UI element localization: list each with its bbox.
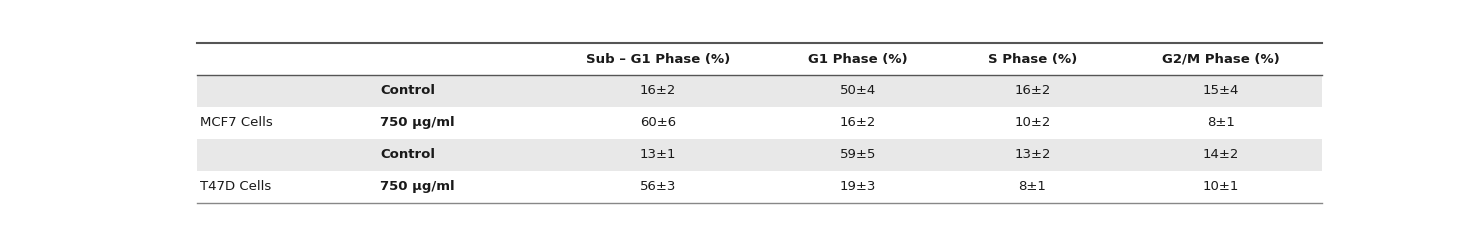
Bar (197, 139, 1322, 171)
Text: 13±1: 13±1 (640, 148, 676, 161)
Text: Sub – G1 Phase (%): Sub – G1 Phase (%) (585, 53, 731, 65)
Text: MCF7 Cells: MCF7 Cells (200, 116, 273, 129)
Text: 8±1: 8±1 (1018, 180, 1046, 193)
Text: T47D Cells: T47D Cells (200, 180, 271, 193)
Text: 50±4: 50±4 (840, 84, 876, 97)
Text: 19±3: 19±3 (840, 180, 876, 193)
Text: 13±2: 13±2 (1014, 148, 1051, 161)
Text: Control: Control (381, 148, 436, 161)
Text: 16±2: 16±2 (840, 116, 876, 129)
Text: 10±1: 10±1 (1203, 180, 1239, 193)
Text: G2/M Phase (%): G2/M Phase (%) (1162, 53, 1280, 65)
Text: S Phase (%): S Phase (%) (988, 53, 1077, 65)
Text: 16±2: 16±2 (1014, 84, 1051, 97)
Text: 8±1: 8±1 (1206, 116, 1235, 129)
Text: G1 Phase (%): G1 Phase (%) (808, 53, 908, 65)
Bar (197, 75, 1322, 107)
Text: Control: Control (381, 84, 436, 97)
Text: 10±2: 10±2 (1014, 116, 1051, 129)
Text: 60±6: 60±6 (640, 116, 676, 129)
Text: 14±2: 14±2 (1203, 148, 1239, 161)
Text: 16±2: 16±2 (640, 84, 676, 97)
Text: 750 μg/ml: 750 μg/ml (381, 116, 455, 129)
Text: 56±3: 56±3 (640, 180, 676, 193)
Text: 59±5: 59±5 (840, 148, 876, 161)
Text: 15±4: 15±4 (1203, 84, 1239, 97)
Text: 750 μg/ml: 750 μg/ml (381, 180, 455, 193)
